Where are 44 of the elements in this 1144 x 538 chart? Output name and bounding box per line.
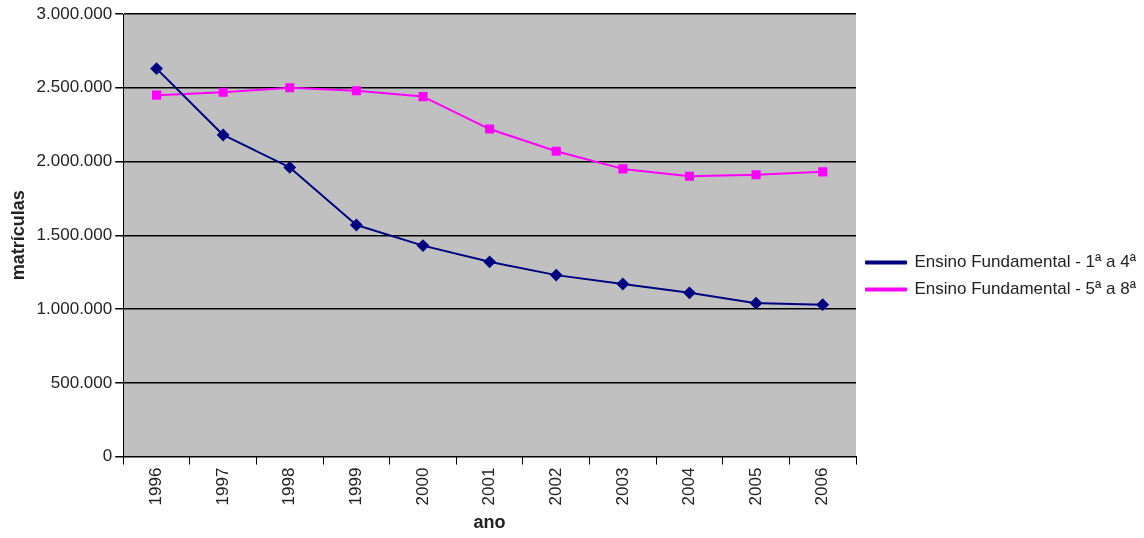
point bbox=[217, 128, 230, 141]
x-tick-label: 2006 bbox=[812, 467, 832, 506]
x-tick-label: 2005 bbox=[745, 467, 765, 506]
point bbox=[751, 170, 761, 180]
y-tick-label: 2.000.000 bbox=[36, 151, 113, 171]
x-tick-label: 1997 bbox=[212, 467, 232, 506]
y-tick-label: 1.000.000 bbox=[36, 298, 113, 318]
point bbox=[551, 146, 561, 156]
x-tick-label: 1998 bbox=[279, 467, 299, 506]
point bbox=[684, 171, 694, 181]
point bbox=[417, 239, 429, 252]
point bbox=[285, 83, 295, 93]
point bbox=[818, 167, 828, 177]
y-tick-label: 0 bbox=[102, 446, 113, 466]
point bbox=[283, 161, 296, 174]
point bbox=[351, 86, 361, 96]
x-tick-label: 1996 bbox=[146, 467, 166, 506]
point bbox=[750, 297, 763, 310]
point bbox=[816, 298, 829, 311]
point bbox=[418, 92, 428, 102]
x-tick-label: 2004 bbox=[679, 467, 699, 506]
point bbox=[618, 164, 628, 174]
y-tick-label: 3.000.000 bbox=[36, 3, 113, 23]
point bbox=[350, 218, 363, 231]
y-tick-label: 2.500.000 bbox=[36, 77, 113, 97]
x-tick-label: 2002 bbox=[545, 467, 565, 506]
y-axis-title: matrículas bbox=[7, 190, 28, 281]
x-tick-label: 1999 bbox=[346, 467, 366, 506]
y-tick-label: 1.500.000 bbox=[36, 224, 113, 244]
x-tick-label: 2000 bbox=[412, 467, 432, 506]
point bbox=[550, 269, 563, 282]
point bbox=[485, 124, 495, 134]
point bbox=[150, 62, 163, 75]
point bbox=[616, 277, 629, 290]
point bbox=[483, 255, 496, 268]
point bbox=[683, 286, 696, 299]
legend-label: Ensino Fundamental - 1ª a 4ª bbox=[914, 252, 1137, 272]
x-tick-label: 2003 bbox=[612, 467, 632, 506]
legend-label: Ensino Fundamental - 5ª a 8ª bbox=[914, 279, 1137, 299]
point bbox=[218, 87, 228, 97]
y-tick-label: 500.000 bbox=[50, 372, 113, 392]
x-axis-title: ano bbox=[473, 512, 506, 533]
x-tick-label: 2001 bbox=[479, 467, 499, 506]
point bbox=[152, 90, 162, 100]
